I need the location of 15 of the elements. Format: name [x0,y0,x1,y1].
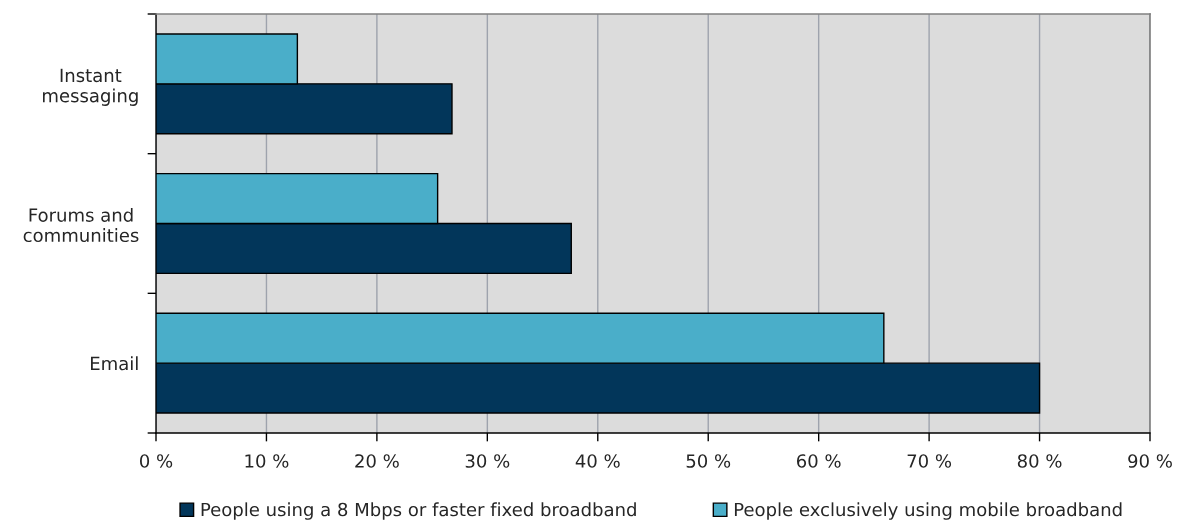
y-tick-label: Email [91,356,138,371]
legend-label: People exclusively using mobile broadband [734,502,1122,520]
x-tick-label: 20 % [355,454,399,468]
x-tick-label: 60 % [796,454,841,468]
x-tick-label: 10 % [245,454,289,468]
x-tick-label: 90 % [1128,454,1172,468]
x-tick-label: 40 % [575,454,620,468]
legend-label: People using a 8 Mbps or faster fixed broadband [201,502,636,520]
x-tick-label: 30 % [465,454,510,468]
x-tick-label: 0 % [140,454,173,468]
y-tick-label: Instant messaging [43,68,138,106]
x-tick-label: 50 % [686,454,731,468]
x-tick-label: 80 % [1017,454,1062,468]
y-tick-label: Forums and communities [23,207,139,243]
x-tick-label: 70 % [907,454,952,468]
